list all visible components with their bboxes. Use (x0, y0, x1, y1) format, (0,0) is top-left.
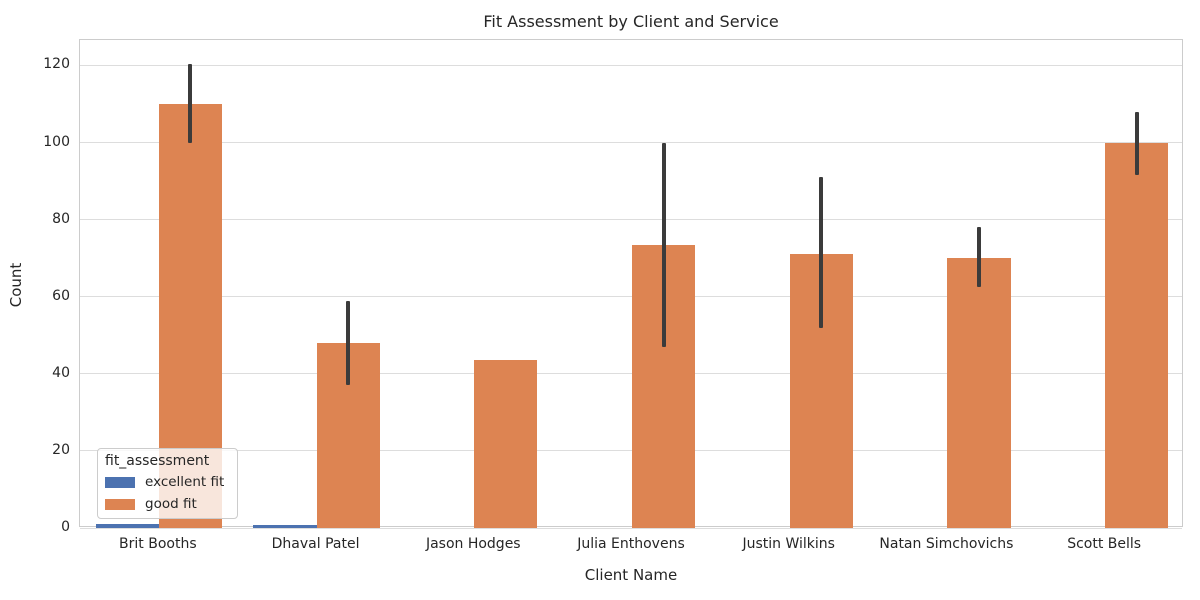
error-bar (976, 227, 981, 288)
grid-line (80, 64, 1182, 66)
legend: fit_assessment excellent fit good fit (97, 448, 238, 519)
error-bar (819, 177, 824, 328)
y-tick-label: 120 (43, 56, 70, 73)
bar (95, 523, 159, 528)
x-tick-label: Justin Wilkins (742, 536, 835, 552)
y-axis-label: Count (7, 262, 25, 308)
x-tick-label: Dhaval Patel (271, 536, 360, 552)
legend-swatch (105, 476, 135, 488)
bar (1105, 142, 1169, 528)
grid-line (80, 296, 1182, 298)
x-tick-label: Scott Bells (1067, 536, 1142, 552)
bar (253, 524, 317, 528)
y-tick-label: 100 (43, 133, 70, 150)
grid-line (80, 219, 1182, 221)
y-tick-label: 0 (61, 519, 70, 535)
chart-title: Fit Assessment by Client and Service (483, 12, 779, 31)
error-bar (346, 300, 351, 386)
x-tick-label: Natan Simchovichs (879, 536, 1014, 552)
x-tick-label: Julia Enthovens (577, 536, 685, 552)
grid-line (80, 142, 1182, 144)
legend-entry: good fit (105, 496, 229, 512)
legend-entry: excellent fit (105, 474, 229, 490)
error-bar (661, 142, 666, 347)
x-tick-label: Brit Booths (119, 536, 197, 552)
legend-entries: excellent fit good fit (105, 474, 229, 512)
bar (474, 360, 538, 528)
y-tick-label: 60 (52, 287, 70, 304)
grid-line (80, 450, 1182, 452)
x-axis-label: Client Name (584, 566, 678, 584)
y-tick-label: 80 (52, 210, 70, 227)
error-bar (1134, 111, 1139, 176)
plot-area (79, 39, 1183, 529)
legend-label: excellent fit (145, 474, 225, 490)
legend-title: fit_assessment (105, 453, 210, 469)
y-tick-label: 40 (52, 364, 70, 381)
x-tick-label: Jason Hodges (425, 536, 521, 552)
legend-label: good fit (145, 496, 197, 512)
grid-line (80, 527, 1182, 529)
y-tick-label: 20 (52, 441, 70, 458)
error-bar (188, 63, 193, 143)
grid-line (80, 373, 1182, 375)
legend-swatch (105, 498, 135, 510)
bar (947, 258, 1011, 528)
